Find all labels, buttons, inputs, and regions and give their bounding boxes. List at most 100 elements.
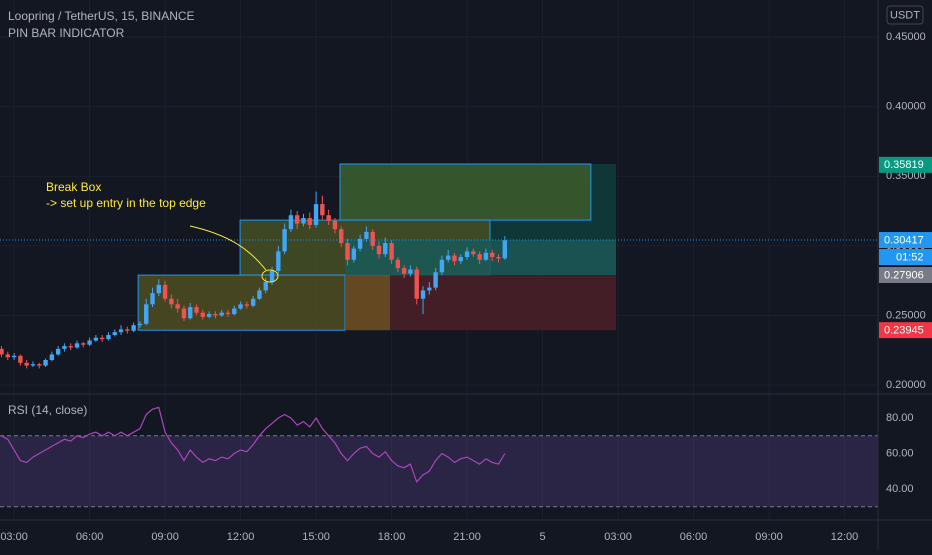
annotation-circle	[261, 269, 279, 283]
y-tick-label: 0.25000	[886, 309, 926, 321]
y-tick-label: 0.20000	[886, 379, 926, 391]
candle-body	[458, 256, 463, 262]
candle-body	[81, 343, 86, 345]
candle-body	[332, 220, 338, 230]
candle-body	[137, 323, 143, 326]
currency-label[interactable]: USDT	[890, 9, 920, 21]
rsi-pane	[0, 406, 878, 508]
candle-body	[389, 243, 394, 260]
candle-body	[370, 231, 375, 246]
x-tick-label: 12:00	[227, 531, 255, 543]
rsi-title: RSI (14, close)	[8, 403, 87, 417]
annotation-arrow	[189, 225, 267, 271]
candle-body	[87, 340, 92, 345]
axes: 03:00 06:00 09:00 12:00 15:00 18:00 21:00 5 03:0…	[0, 31, 932, 543]
chart-title: Loopring / TetherUS, 15, BINANCE	[8, 9, 195, 23]
candle-body	[401, 268, 407, 274]
candle-body	[213, 314, 218, 316]
candle-body	[502, 240, 508, 259]
candle-body	[490, 252, 495, 257]
break-box	[390, 275, 617, 331]
annotation: -> set up entry in the top edge	[46, 196, 206, 210]
candle-body	[395, 259, 401, 269]
y-tick-label: 40.00	[886, 483, 914, 495]
candle-body	[11, 355, 17, 358]
candle-body	[188, 307, 193, 319]
candle-body	[257, 290, 262, 299]
candle-body	[156, 284, 161, 294]
candle-body	[24, 362, 29, 366]
rsi-band	[0, 435, 878, 507]
candle-body	[307, 218, 312, 225]
candle-body	[232, 308, 237, 315]
candle-body	[169, 298, 174, 305]
candle-body	[414, 269, 419, 299]
candle-body	[439, 259, 445, 273]
candle-body	[37, 364, 42, 366]
candle-body	[339, 229, 344, 244]
candle-body	[250, 298, 256, 306]
candle-body	[320, 204, 325, 216]
candle-body	[238, 304, 243, 309]
candle-body	[383, 243, 388, 255]
candle-body	[55, 348, 61, 355]
candle-body	[408, 269, 413, 274]
x-tick-label: 18:00	[378, 531, 406, 543]
candle-body	[181, 308, 187, 319]
candle-body	[144, 304, 149, 324]
candle-body	[276, 251, 281, 271]
candle-body	[357, 238, 363, 249]
candle-body	[194, 307, 199, 313]
y-tick-label: 0.45000	[886, 31, 926, 43]
candle-body	[162, 284, 168, 299]
price-badge-label: 0.30417	[884, 234, 924, 246]
y-tick-label: 0.35000	[886, 170, 926, 182]
x-tick-label: 06:00	[680, 531, 708, 543]
currency-button[interactable]	[886, 5, 924, 25]
candle-body	[269, 270, 275, 283]
candle-body	[427, 287, 432, 291]
candle-body	[483, 252, 489, 260]
candle-body	[206, 314, 212, 317]
candle-body	[106, 334, 111, 340]
candle-body	[433, 272, 438, 288]
countdown-badge	[879, 249, 932, 266]
candle-body	[43, 360, 48, 366]
candle-body	[99, 337, 105, 340]
countdown-label: 01:52	[896, 251, 924, 263]
break-box	[339, 163, 592, 221]
candle-body	[263, 282, 268, 291]
candle-body	[219, 312, 224, 316]
x-tick-label: 21:00	[453, 531, 481, 543]
price-badge	[879, 232, 932, 249]
price-badge-label: 0.27906	[884, 269, 924, 281]
candle-body	[376, 245, 382, 255]
candle-body	[288, 215, 294, 230]
candles	[0, 191, 878, 369]
candle-body	[131, 325, 136, 331]
candle-body	[294, 215, 300, 224]
x-tick-label: 09:00	[151, 531, 179, 543]
candle-body	[496, 256, 501, 259]
y-tick-label: 60.00	[886, 447, 914, 459]
candle-body	[313, 204, 319, 225]
candle-body	[345, 243, 350, 260]
candle-body	[477, 254, 482, 260]
y-tick-label: 80.00	[886, 412, 914, 424]
price-badge-label: 0.23945	[884, 325, 924, 337]
candle-body	[464, 251, 470, 257]
x-tick-label: 03:00	[0, 531, 28, 543]
candle-body	[452, 255, 457, 262]
candle-body	[420, 290, 426, 299]
candle-body	[301, 218, 306, 224]
candle-body	[62, 346, 67, 349]
candle-body	[175, 304, 180, 309]
candle-body	[93, 337, 99, 341]
price-badge	[879, 267, 932, 284]
candle-body	[471, 251, 476, 255]
candle-body	[0, 348, 4, 355]
annotation: Break Box	[46, 180, 101, 194]
candle-body	[5, 354, 11, 358]
